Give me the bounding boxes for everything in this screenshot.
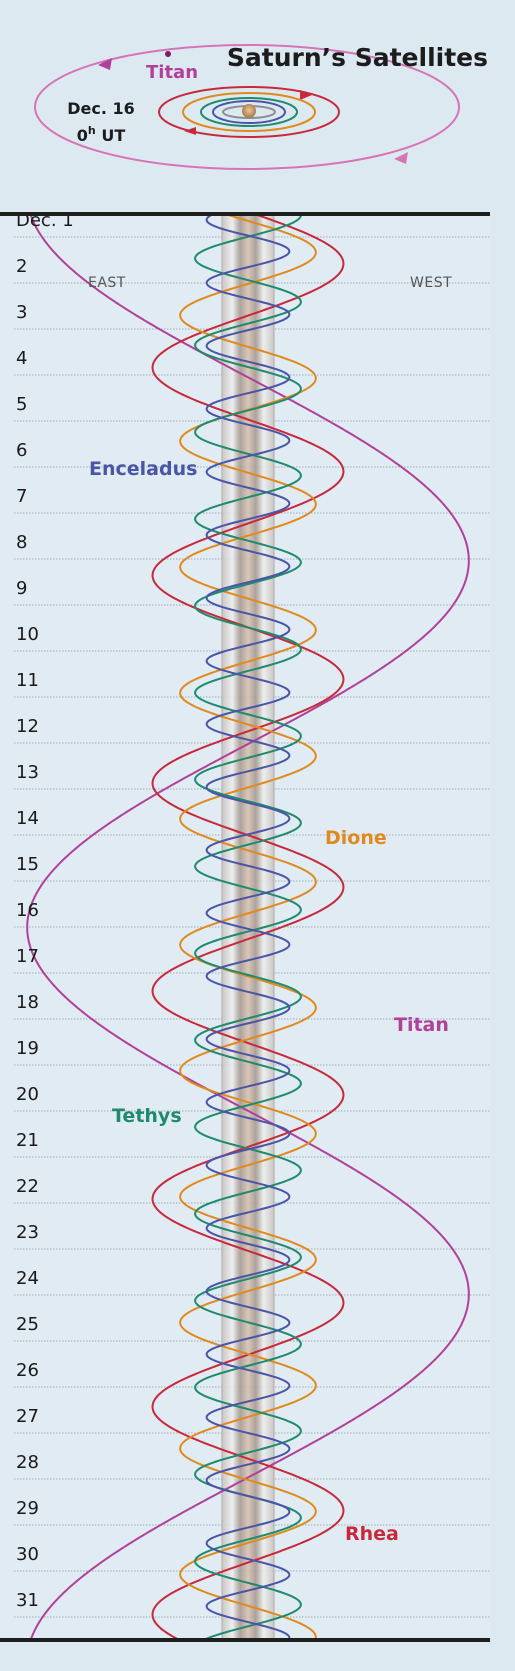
track-dione: [179, 213, 317, 1641]
satellite-tracks: [26, 213, 470, 1641]
track-titan: [26, 213, 470, 1641]
day-labels: Dec. 12345678910111213141516171819202122…: [16, 210, 74, 1611]
day-label: 28: [16, 1452, 39, 1473]
day-label: 6: [16, 440, 27, 461]
dione-orbit: [182, 92, 316, 132]
day-label: 8: [16, 532, 27, 553]
day-label: 29: [16, 1498, 39, 1519]
day-label: 12: [16, 716, 39, 737]
enceladus-orbit: [212, 100, 286, 124]
rhea-label: Rhea: [345, 1523, 399, 1545]
day-label: 5: [16, 394, 27, 415]
east-label: EAST: [88, 275, 126, 291]
day-label: 30: [16, 1544, 39, 1565]
day-label: 22: [16, 1176, 39, 1197]
day-label: 20: [16, 1084, 39, 1105]
day-label: 19: [16, 1038, 39, 1059]
rhea-orbit-arrow-2: [184, 127, 196, 135]
orbit-diagram: Titan Saturn’s Satellites Dec. 16 0h UT: [34, 43, 488, 170]
day-label: 11: [16, 670, 39, 691]
rhea-orbit-arrow: [300, 90, 312, 100]
day-label: 3: [16, 302, 27, 323]
day-label: 9: [16, 578, 27, 599]
track-tethys: [194, 213, 302, 1641]
day-label: 16: [16, 900, 39, 921]
titan-orbit-arrow-right: [394, 152, 408, 164]
titan-orbit-arrow-left: [98, 58, 112, 70]
date-line-1: Dec. 16: [67, 99, 135, 118]
day-label: 13: [16, 762, 39, 783]
track-rhea: [151, 213, 345, 1641]
day-label: 21: [16, 1130, 39, 1151]
day-label: 15: [16, 854, 39, 875]
tethys-label: Tethys: [112, 1105, 182, 1127]
orbit-titan-label: Titan: [146, 62, 198, 83]
day-label: 18: [16, 992, 39, 1013]
saturn-globe-icon: [242, 104, 256, 118]
day-label: 24: [16, 1268, 39, 1289]
day-label: 25: [16, 1314, 39, 1335]
titan-orbit: [34, 44, 460, 170]
day-label: 7: [16, 486, 27, 507]
date-line-2: 0h UT: [77, 124, 126, 145]
day-label: 10: [16, 624, 39, 645]
dione-label: Dione: [325, 827, 387, 849]
rhea-orbit: [158, 86, 340, 138]
enceladus-label: Enceladus: [89, 458, 197, 480]
west-label: WEST: [410, 275, 452, 291]
titan-position: [165, 51, 171, 57]
chart-title: Saturn’s Satellites: [227, 43, 488, 72]
day-label: 26: [16, 1360, 39, 1381]
day-label: 27: [16, 1406, 39, 1427]
day-label: 4: [16, 348, 27, 369]
titan-label: Titan: [394, 1014, 449, 1036]
track-enceladus: [205, 213, 291, 1641]
day-label: 31: [16, 1590, 39, 1611]
day-label: 23: [16, 1222, 39, 1243]
day-label: 14: [16, 808, 39, 829]
day-label: 17: [16, 946, 39, 967]
tethys-orbit: [200, 97, 298, 127]
day-label: 2: [16, 256, 27, 277]
